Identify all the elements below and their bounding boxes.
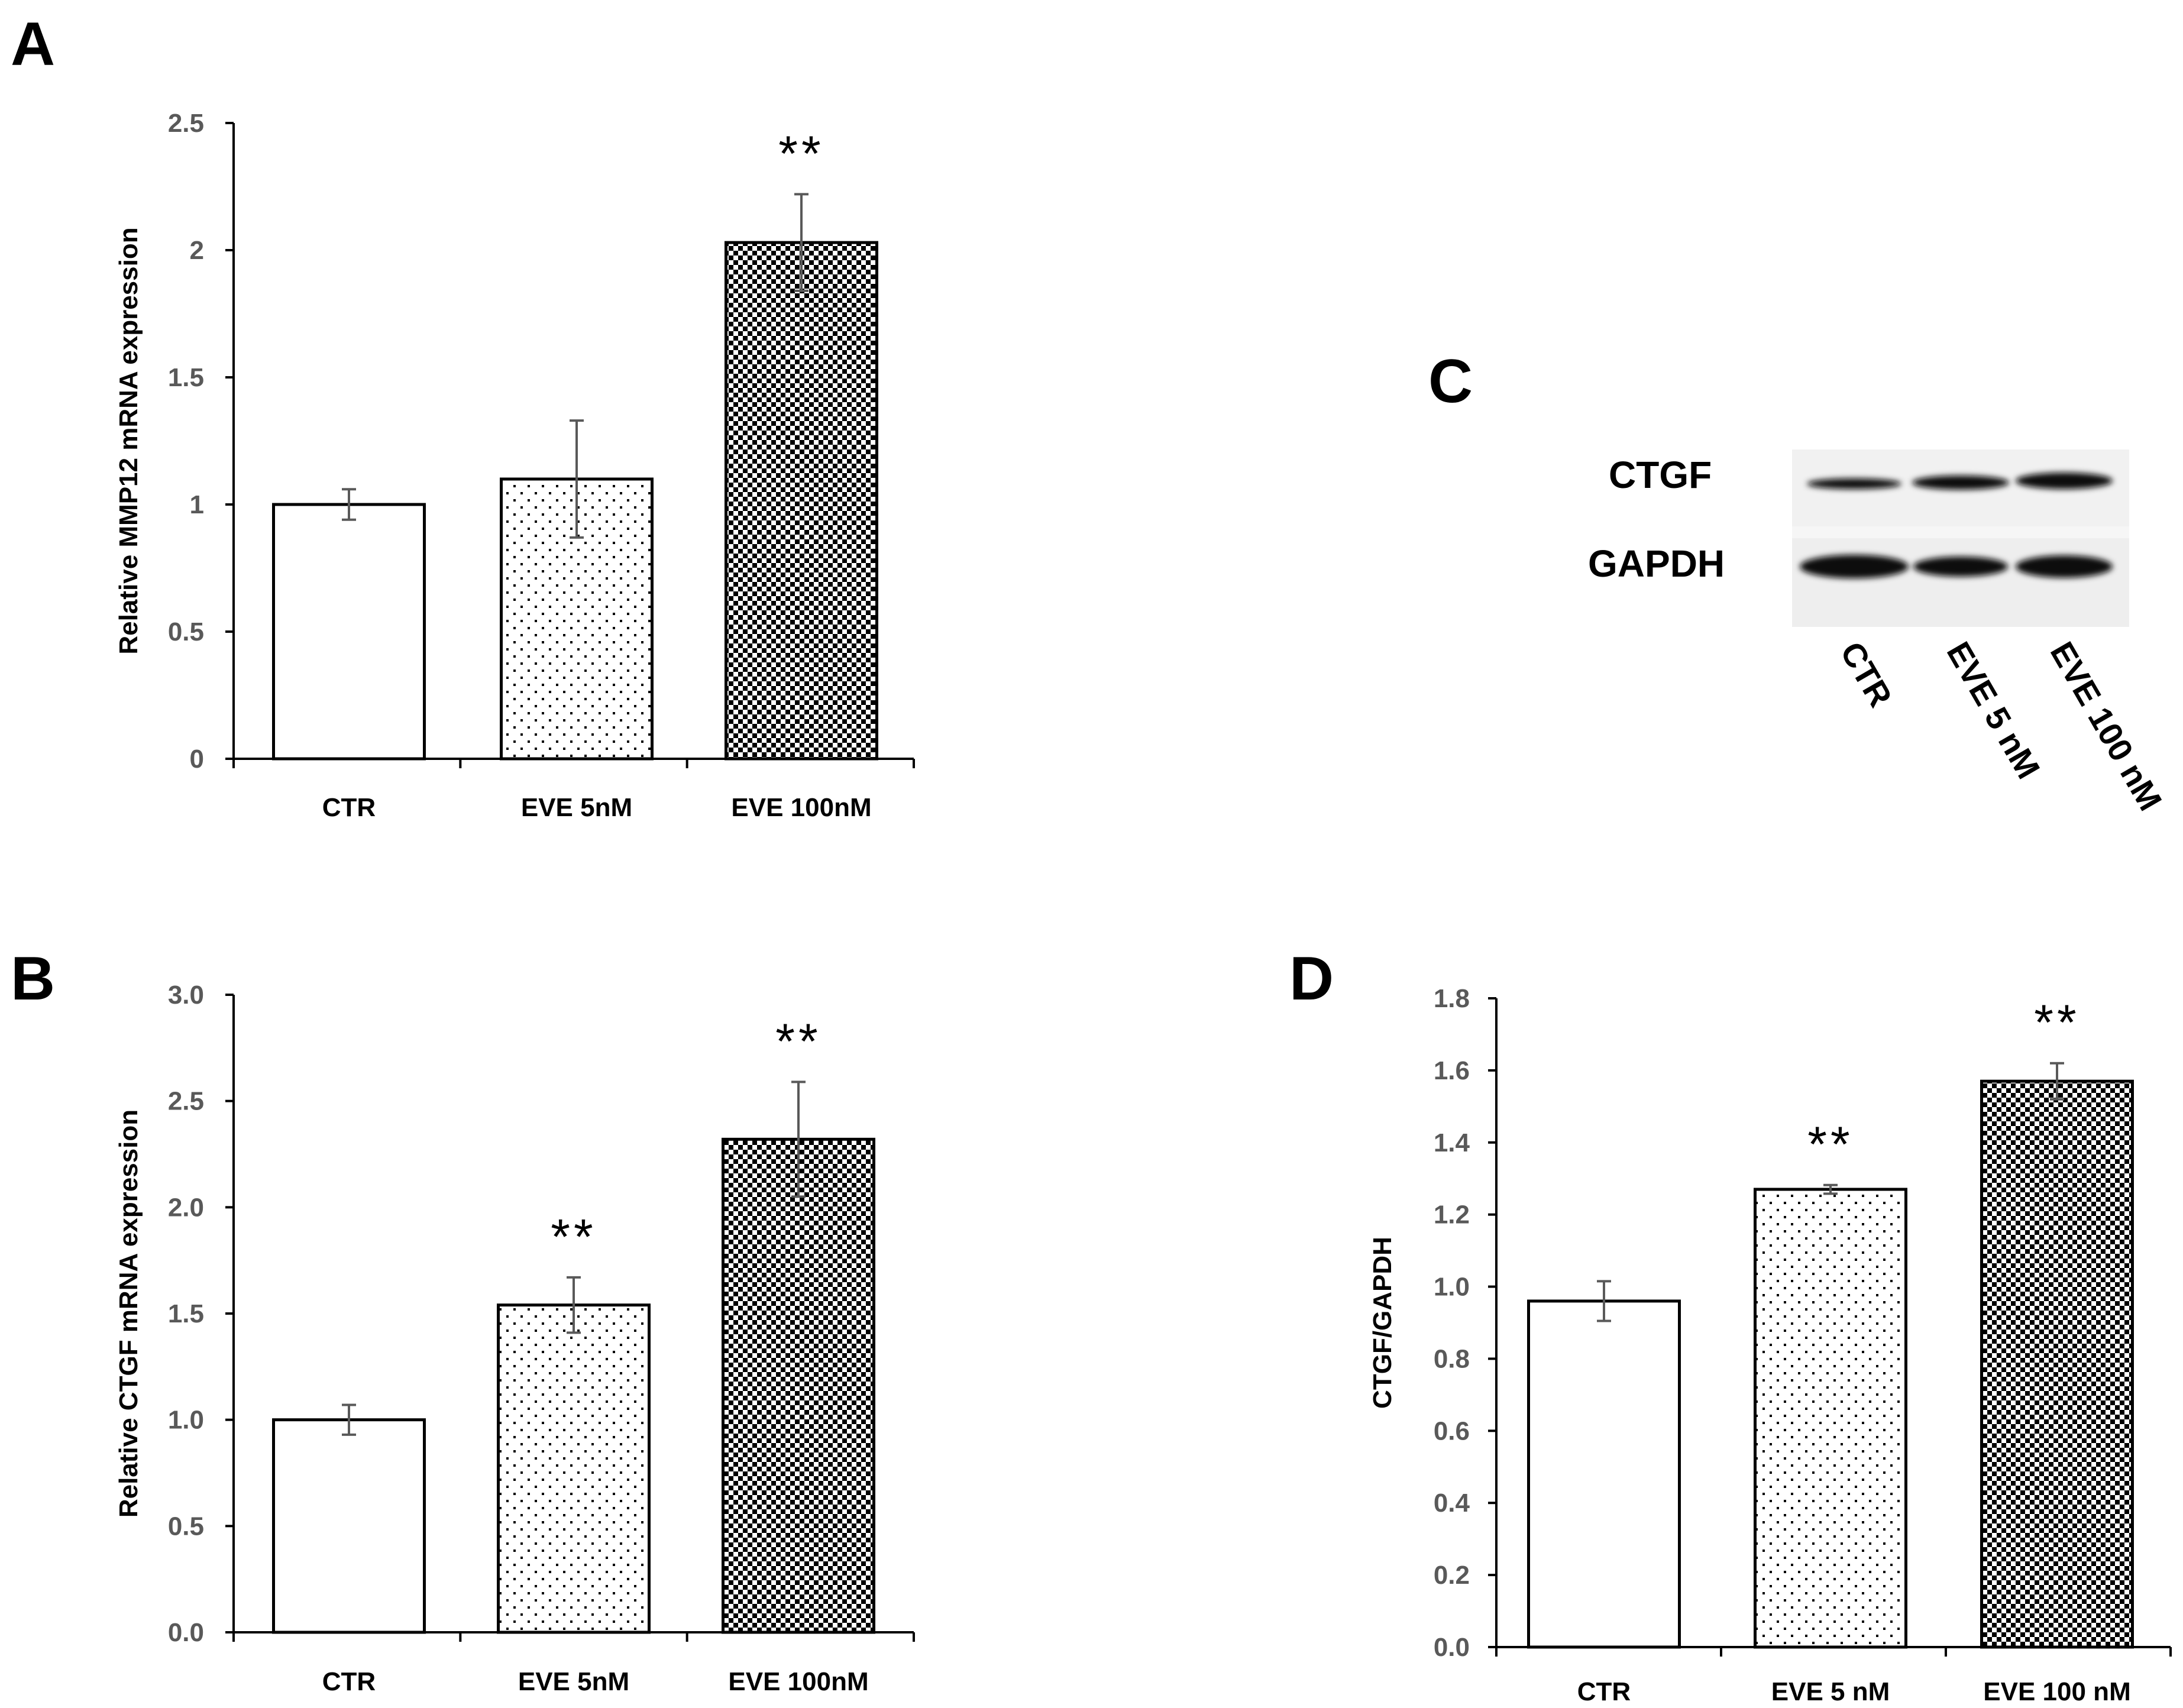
panel-letter-d: D: [1289, 944, 1334, 1013]
y-tick-label: 2.0: [168, 1193, 204, 1222]
y-tick-label: 1.6: [1434, 1056, 1470, 1085]
x-category-label: EVE 100nM: [731, 793, 871, 822]
blot-band-gapdh-ctr: [1800, 555, 1909, 578]
blot-lane-label-eve100: EVE 100 nM: [2043, 636, 2169, 817]
significance-marker: **: [2034, 995, 2079, 1050]
significance-marker: **: [551, 1209, 596, 1264]
x-category-label: EVE 100nM: [728, 1667, 868, 1696]
y-axis-label: Relative CTGF mRNA expression: [114, 1109, 143, 1518]
bar-eve-100nm: [722, 1137, 875, 1634]
y-tick-label: 1.2: [1434, 1201, 1470, 1230]
blot-strip-gapdh: [1792, 538, 2129, 627]
x-category-label: CTR: [322, 1667, 376, 1696]
x-category-label: CTR: [1577, 1677, 1631, 1706]
significance-marker: **: [775, 1013, 821, 1069]
significance-marker: **: [778, 125, 824, 181]
panel-letter-a: A: [11, 10, 55, 79]
blot-row-label-gapdh: GAPDH: [1588, 542, 1725, 585]
y-tick-label: 0: [190, 745, 204, 774]
y-tick-label: 1.4: [1434, 1128, 1470, 1157]
y-tick-label: 0.5: [168, 1512, 204, 1541]
blot-lane-label-ctr: CTR: [1833, 636, 1900, 713]
y-tick-label: 0.0: [168, 1618, 204, 1647]
chart-b: 0.0 0.5 1.0 1.5 2.0 2.5 3.0 Relative CTGF mRNA …: [114, 981, 915, 1696]
y-tick-label: 2.5: [168, 1087, 204, 1116]
blot-band-gapdh-eve5: [1913, 557, 2008, 577]
y-tick-label: 1.0: [1434, 1273, 1470, 1302]
bar-ctr: [1527, 1299, 1681, 1649]
blot-row-label-ctgf: CTGF: [1609, 454, 1712, 496]
blot-lane-label-eve5: EVE 5 nM: [1940, 636, 2048, 785]
y-tick-label: 2.5: [168, 109, 204, 138]
significance-marker: **: [1807, 1117, 1853, 1172]
bar-ctr: [272, 503, 426, 761]
x-category-label: EVE 5nM: [518, 1667, 629, 1696]
y-axis-label: CTGF/GAPDH: [1368, 1237, 1397, 1409]
y-axis-label: Relative MMP12 mRNA expression: [114, 227, 143, 654]
blot-band-gapdh-eve100: [2016, 555, 2113, 578]
chart-d: 0.0 0.2 0.4 0.6 0.8 1.0 1.2 1.4 1.6 1.8 CTGF/GAPDH…: [1368, 984, 2172, 1706]
x-category-label: EVE 100 nM: [1983, 1677, 2130, 1706]
y-tick-label: 1: [190, 490, 204, 519]
blot-band-ctgf-ctr: [1807, 478, 1901, 489]
bar-eve-100-nm: [1980, 1079, 2134, 1649]
y-tick-label: 0.0: [1434, 1633, 1470, 1662]
panel-letter-b: B: [11, 944, 55, 1013]
bar-eve-5-nm: [1754, 1188, 1907, 1649]
y-tick-label: 2: [190, 236, 204, 265]
blot-band-ctgf-eve5: [1912, 475, 2009, 490]
y-tick-label: 0.6: [1434, 1416, 1470, 1445]
x-category-label: CTR: [322, 793, 376, 822]
bar-ctr: [272, 1418, 426, 1634]
bar-eve-100nm: [725, 241, 878, 761]
y-tick-label: 1.0: [168, 1406, 204, 1435]
chart-a: 0 0.5 1 1.5 2 2.5 Relative MMP12 mRNA expressi…: [114, 109, 915, 822]
y-tick-label: 1.5: [168, 1299, 204, 1328]
y-tick-label: 1.5: [168, 363, 204, 392]
y-tick-label: 1.8: [1434, 984, 1470, 1013]
y-tick-label: 0.2: [1434, 1561, 1470, 1590]
x-category-label: EVE 5 nM: [1771, 1677, 1890, 1706]
y-tick-label: 3.0: [168, 981, 204, 1010]
western-blot: CTGF GAPDH CTR EVE 5 nM EVE 100 nM: [1588, 449, 2169, 817]
x-category-label: EVE 5nM: [521, 793, 632, 822]
y-tick-label: 0.8: [1434, 1344, 1470, 1373]
y-tick-label: 0.4: [1434, 1489, 1470, 1518]
y-tick-label: 0.5: [168, 617, 204, 646]
panel-letter-c: C: [1428, 347, 1473, 416]
bar-eve-5nm: [497, 1303, 651, 1634]
blot-band-ctgf-eve100: [2016, 473, 2113, 489]
